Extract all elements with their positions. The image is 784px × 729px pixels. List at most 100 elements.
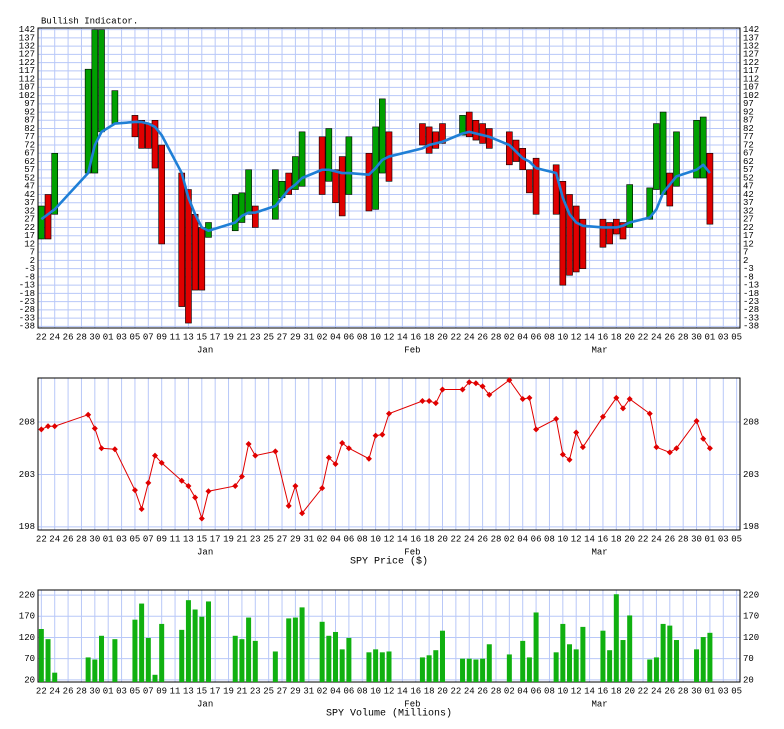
y-tick-label-right: 62 <box>743 157 754 167</box>
candle <box>646 187 654 220</box>
x-tick-label: 22 <box>450 686 461 696</box>
y-tick-label: 32 <box>24 206 35 216</box>
y-tick-label: 198 <box>19 522 35 532</box>
volume-bar <box>653 657 659 682</box>
x-tick-label: 05 <box>731 332 742 342</box>
y-tick-label: -8 <box>24 272 35 282</box>
x-tick-label: 06 <box>531 332 542 342</box>
price-point <box>152 452 158 459</box>
y-tick-label: 120 <box>19 633 35 643</box>
candle <box>659 111 667 195</box>
volume-bar <box>292 617 298 682</box>
y-tick-label-right: 52 <box>743 173 754 183</box>
x-tick-label: 10 <box>557 332 568 342</box>
x-tick-label: 12 <box>384 332 395 342</box>
x-tick-label: 25 <box>263 686 274 696</box>
price-point <box>519 395 526 402</box>
y-tick-label-right: 12 <box>743 239 754 249</box>
x-tick-label: 08 <box>357 534 368 544</box>
candle <box>465 111 473 138</box>
x-tick-label: 03 <box>116 686 127 696</box>
month-label: Feb <box>404 699 420 709</box>
y-tick-label: 112 <box>19 74 35 84</box>
y-tick-label-right: 102 <box>743 91 759 101</box>
price-point <box>98 445 105 452</box>
volume-bar <box>99 635 105 682</box>
price-point <box>285 502 292 509</box>
candle <box>151 120 159 169</box>
x-tick-label: 18 <box>424 686 435 696</box>
x-tick-label: 22 <box>638 332 649 342</box>
volume-bar <box>239 639 245 682</box>
y-tick-label-right: 70 <box>743 654 754 664</box>
chart-title: Bullish Indicator. <box>41 16 138 26</box>
volume-bar <box>600 630 606 682</box>
x-tick-label: 10 <box>557 686 568 696</box>
x-tick-label: 14 <box>584 686 595 696</box>
x-axis-label: SPY Price ($) <box>350 556 428 568</box>
x-tick-label: 28 <box>678 332 689 342</box>
price-point <box>653 444 660 451</box>
volume-bar <box>433 650 439 682</box>
volume-bar <box>179 629 185 682</box>
y-tick-label: 62 <box>24 157 35 167</box>
volume-bar <box>567 644 573 682</box>
volume-bar <box>346 637 352 682</box>
y-tick-label: 42 <box>24 190 35 200</box>
x-tick-label: 06 <box>343 332 354 342</box>
x-tick-label: 22 <box>36 332 47 342</box>
x-tick-label: 16 <box>410 686 421 696</box>
month-label: Feb <box>404 345 420 355</box>
candle <box>138 120 145 149</box>
volume-bar <box>607 650 613 682</box>
x-tick-label: 13 <box>183 686 194 696</box>
candle <box>699 116 707 179</box>
x-tick-label: 15 <box>196 686 207 696</box>
candle <box>552 164 560 215</box>
volume-bar <box>132 619 138 682</box>
candle <box>706 152 714 225</box>
price-point <box>386 410 392 417</box>
x-tick-label: 07 <box>143 332 154 342</box>
y-tick-label: 82 <box>24 124 35 134</box>
y-tick-label: 117 <box>19 66 35 76</box>
volume-bar <box>520 640 526 682</box>
volume-bar <box>580 626 586 682</box>
volume-bar <box>627 615 633 682</box>
y-tick-label-right: 142 <box>743 25 759 35</box>
volume-bar <box>252 640 258 682</box>
x-tick-label: 10 <box>370 534 381 544</box>
y-tick-label: -38 <box>19 322 35 332</box>
average-line <box>40 120 711 233</box>
candle <box>158 144 165 245</box>
x-tick-label: 31 <box>303 332 314 342</box>
y-tick-label-right: 127 <box>743 50 759 60</box>
y-tick-label: -13 <box>19 281 35 291</box>
y-tick-label: -18 <box>19 289 35 299</box>
x-tick-label: 07 <box>143 534 154 544</box>
volume-bar <box>246 617 252 682</box>
price-point <box>426 398 433 405</box>
x-tick-label: 14 <box>584 534 595 544</box>
price-point <box>666 449 673 456</box>
y-tick-label: 132 <box>19 42 35 52</box>
x-tick-label: 19 <box>223 686 234 696</box>
y-tick-label-right: 208 <box>743 417 759 427</box>
x-tick-label: 22 <box>450 534 461 544</box>
price-point <box>599 413 606 420</box>
price-point <box>533 426 540 433</box>
y-tick-label-right: 107 <box>743 83 759 93</box>
x-tick-label: 28 <box>491 332 502 342</box>
x-tick-label: 09 <box>156 534 167 544</box>
y-tick-label: 7 <box>30 248 35 258</box>
x-tick-label: 26 <box>664 332 675 342</box>
price-point <box>573 429 580 436</box>
price-point <box>706 445 713 452</box>
x-tick-label: 05 <box>731 686 742 696</box>
x-tick-label: 10 <box>557 534 568 544</box>
x-tick-label: 24 <box>651 534 662 544</box>
volume-bar <box>439 630 445 682</box>
candle <box>365 152 373 212</box>
x-tick-label: 10 <box>370 332 381 342</box>
x-tick-label: 12 <box>384 534 395 544</box>
